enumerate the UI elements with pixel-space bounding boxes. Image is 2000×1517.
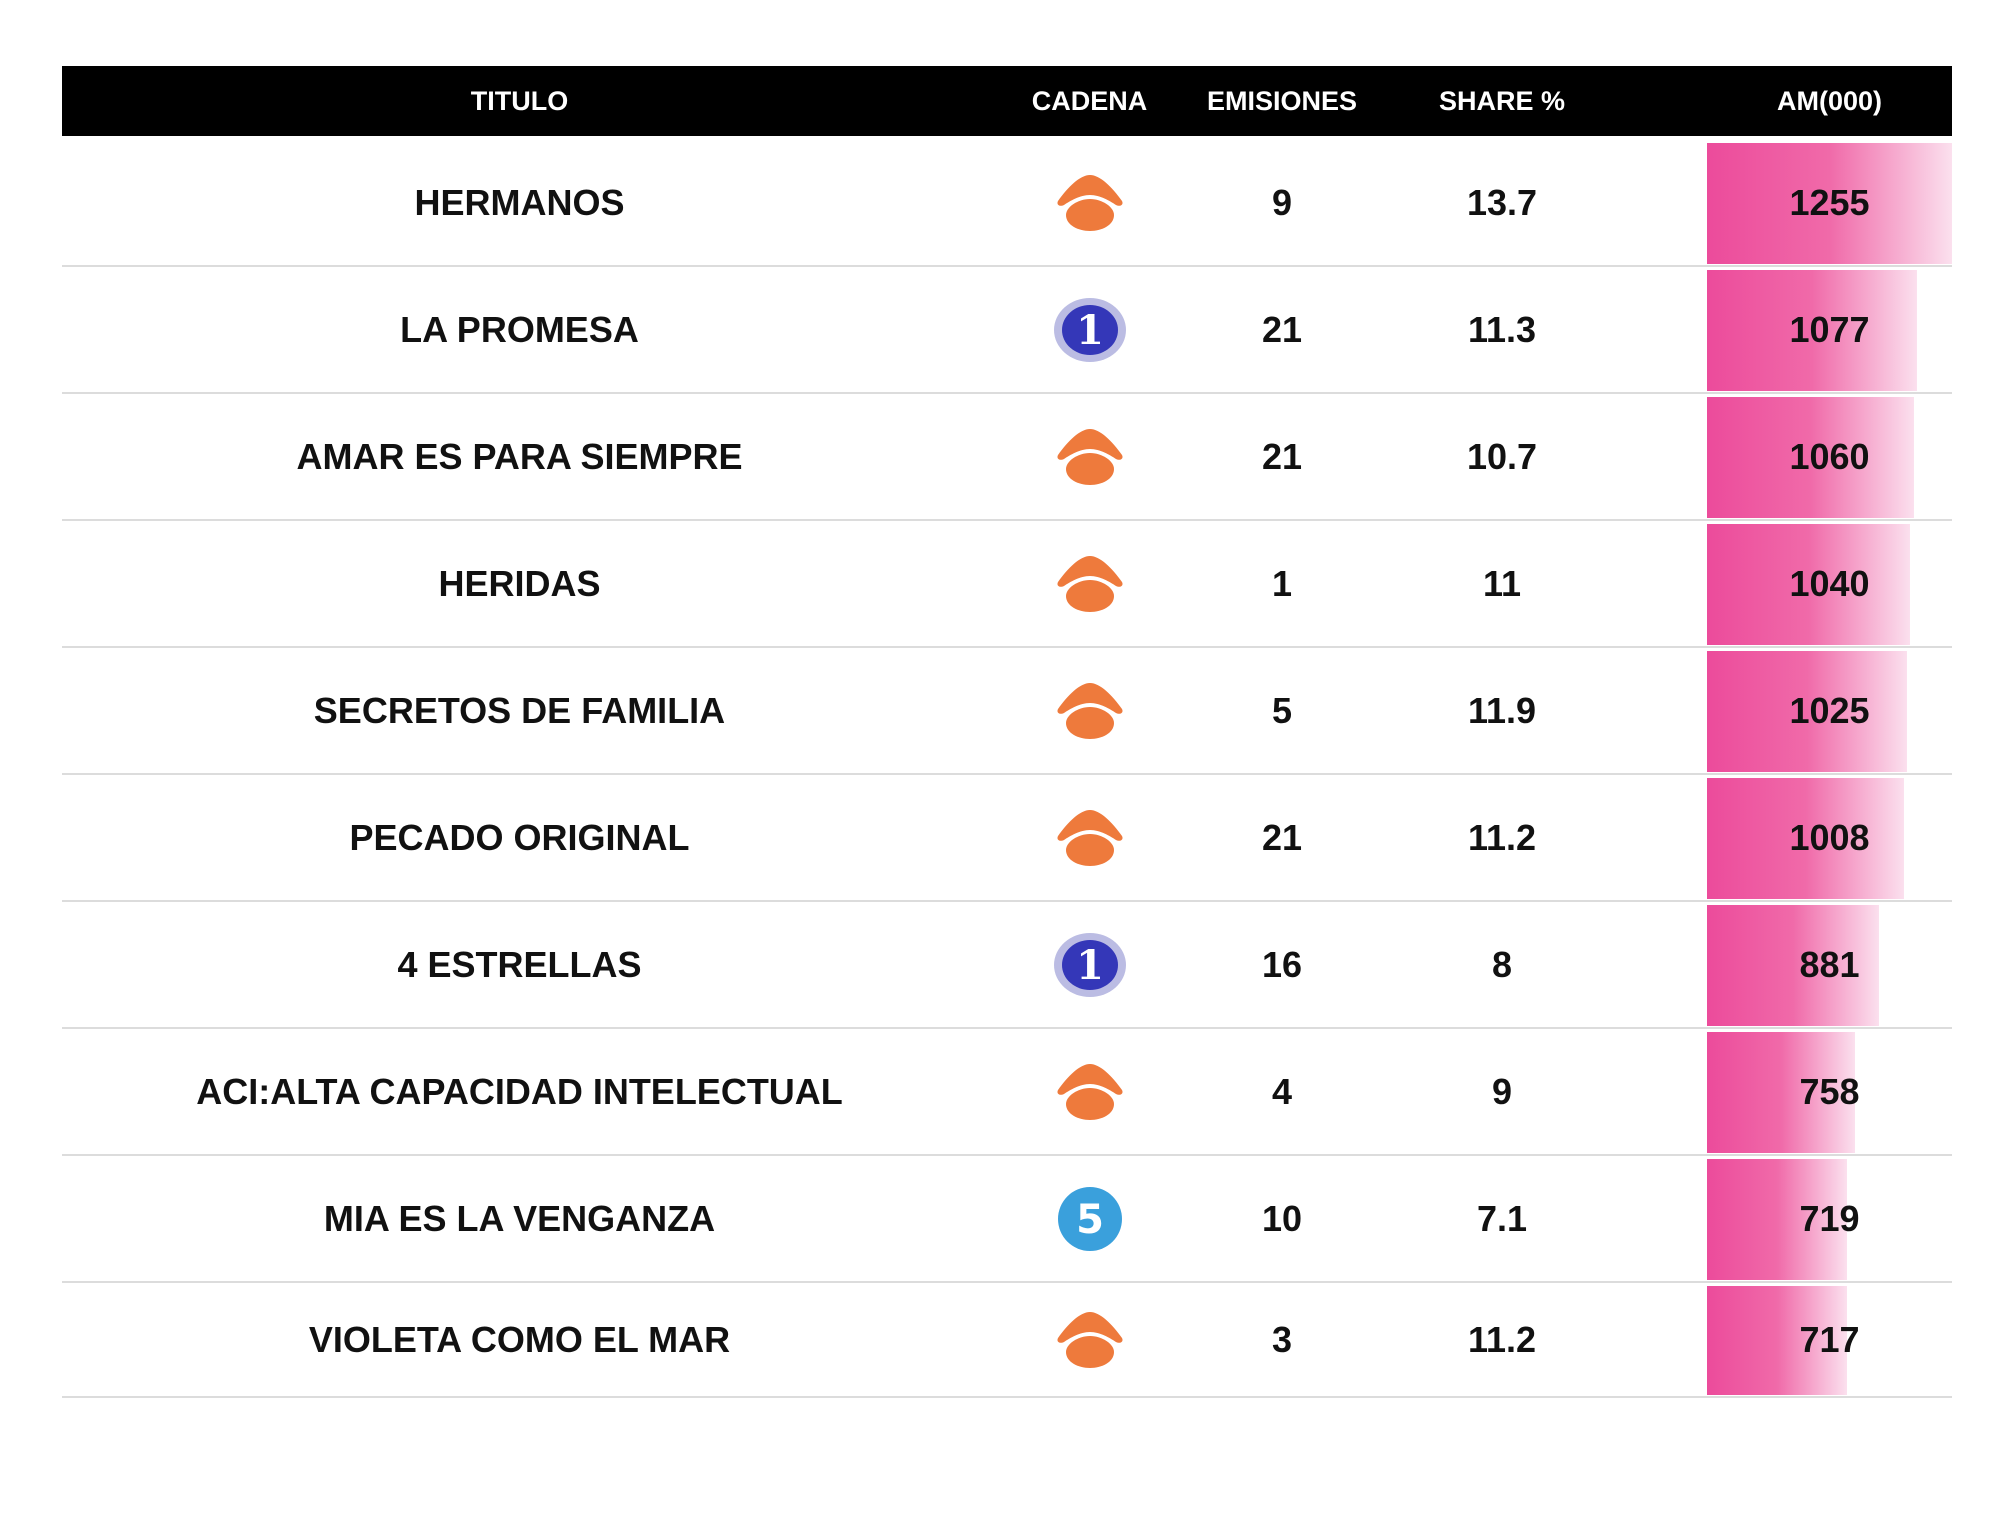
antena3-logo-icon: [1056, 428, 1123, 485]
am-bar: [1707, 270, 1917, 391]
la1-logo-icon: 1: [1053, 932, 1126, 997]
antena3-logo-icon: [1056, 682, 1123, 739]
row-titulo: MIA ES LA VENGANZA: [323, 1198, 716, 1239]
am-bar: [1707, 143, 1952, 264]
row-cadena: 1: [977, 902, 1202, 1027]
antena3-logo-icon: [1056, 809, 1123, 866]
row-cadena: [977, 521, 1202, 646]
row-share: 11: [1482, 563, 1522, 604]
table-row: HERMANOS 9 13.7 1255: [62, 140, 1952, 267]
row-titulo: HERMANOS: [414, 182, 625, 223]
row-share: 11.2: [1467, 1319, 1537, 1360]
row-emisiones: 4: [1271, 1071, 1293, 1112]
row-cadena: 5: [977, 1156, 1202, 1281]
row-share: 13.7: [1466, 182, 1538, 223]
row-am: 1060: [1789, 436, 1870, 477]
row-am: 881: [1799, 944, 1860, 985]
header-emisiones: EMISIONES: [1206, 86, 1358, 116]
antena3-logo-icon: [1056, 1063, 1123, 1120]
am-bar: [1707, 397, 1914, 518]
antena3-logo-icon: [1056, 174, 1123, 231]
table-row: LA PROMESA 1 21 11.3 1077: [62, 267, 1952, 394]
am-bar: [1707, 1286, 1847, 1395]
am-bar: [1707, 1159, 1847, 1280]
row-am: 758: [1799, 1071, 1860, 1112]
header-am: AM(000): [1776, 86, 1883, 116]
antena3-logo-icon: [1056, 555, 1123, 612]
row-share: 11.3: [1467, 309, 1537, 350]
la1-logo-icon: 1: [1053, 297, 1126, 362]
table-row: PECADO ORIGINAL 21 11.2 1008: [62, 775, 1952, 902]
row-am: 1077: [1789, 309, 1870, 350]
svg-text:5: 5: [1076, 1197, 1104, 1243]
row-titulo: VIOLETA COMO EL MAR: [308, 1319, 731, 1360]
table-row: AMAR ES PARA SIEMPRE 21 10.7 1060: [62, 394, 1952, 521]
row-am: 1255: [1789, 182, 1870, 223]
row-cadena: [977, 140, 1202, 265]
row-titulo: LA PROMESA: [400, 309, 639, 350]
row-cadena: [977, 775, 1202, 900]
row-emisiones: 21: [1261, 436, 1303, 477]
row-emisiones: 3: [1271, 1319, 1293, 1360]
row-share: 8: [1491, 944, 1513, 985]
row-am: 719: [1799, 1198, 1860, 1239]
svg-text:1: 1: [1076, 307, 1104, 354]
antena3-logo-icon: [1056, 1311, 1123, 1368]
row-am: 717: [1799, 1319, 1860, 1360]
row-cadena: [977, 1283, 1202, 1396]
table-row: VIOLETA COMO EL MAR 3 11.2 717: [62, 1283, 1952, 1398]
table-row: ACI:ALTA CAPACIDAD INTELECTUAL 4 9 758: [62, 1029, 1952, 1156]
am-bar: [1707, 524, 1910, 645]
header-titulo: TITULO: [470, 86, 569, 116]
row-titulo: 4 ESTRELLAS: [397, 944, 642, 985]
am-bar: [1707, 905, 1879, 1026]
row-cadena: 1: [977, 267, 1202, 392]
am-bar: [1707, 778, 1904, 899]
row-titulo: SECRETOS DE FAMILIA: [313, 690, 726, 731]
row-emisiones: 21: [1261, 817, 1303, 858]
table-row: HERIDAS 1 11 1040: [62, 521, 1952, 648]
row-share: 11.9: [1467, 690, 1537, 731]
row-emisiones: 16: [1261, 944, 1303, 985]
row-share: 11.2: [1467, 817, 1537, 858]
row-am: 1040: [1789, 563, 1870, 604]
row-cadena: [977, 1029, 1202, 1154]
row-titulo: HERIDAS: [438, 563, 601, 604]
header-share: SHARE %: [1438, 86, 1566, 116]
row-emisiones: 21: [1261, 309, 1303, 350]
row-emisiones: 9: [1271, 182, 1293, 223]
header-cadena: CADENA: [1031, 86, 1148, 116]
row-titulo: PECADO ORIGINAL: [349, 817, 690, 858]
am-bar: [1707, 651, 1907, 772]
table-row: MIA ES LA VENGANZA 5 10 7.1 719: [62, 1156, 1952, 1283]
row-emisiones: 1: [1271, 563, 1293, 604]
table-row: 4 ESTRELLAS 1 16 8 881: [62, 902, 1952, 1029]
am-bar: [1707, 1032, 1855, 1153]
row-emisiones: 5: [1271, 690, 1293, 731]
row-cadena: [977, 648, 1202, 773]
table-header: TITULO CADENA EMISIONES SHARE % AM(000): [62, 66, 1952, 136]
row-share: 10.7: [1466, 436, 1538, 477]
row-share: 9: [1491, 1071, 1513, 1112]
row-titulo: ACI:ALTA CAPACIDAD INTELECTUAL: [196, 1071, 843, 1112]
row-emisiones: 10: [1261, 1198, 1303, 1239]
row-titulo: AMAR ES PARA SIEMPRE: [296, 436, 743, 477]
row-share: 7.1: [1476, 1198, 1528, 1239]
svg-text:1: 1: [1076, 942, 1104, 989]
row-am: 1025: [1789, 690, 1870, 731]
telecinco-logo-icon: 5: [1057, 1186, 1122, 1251]
row-cadena: [977, 394, 1202, 519]
row-am: 1008: [1789, 817, 1870, 858]
table-row: SECRETOS DE FAMILIA 5 11.9 1025: [62, 648, 1952, 775]
